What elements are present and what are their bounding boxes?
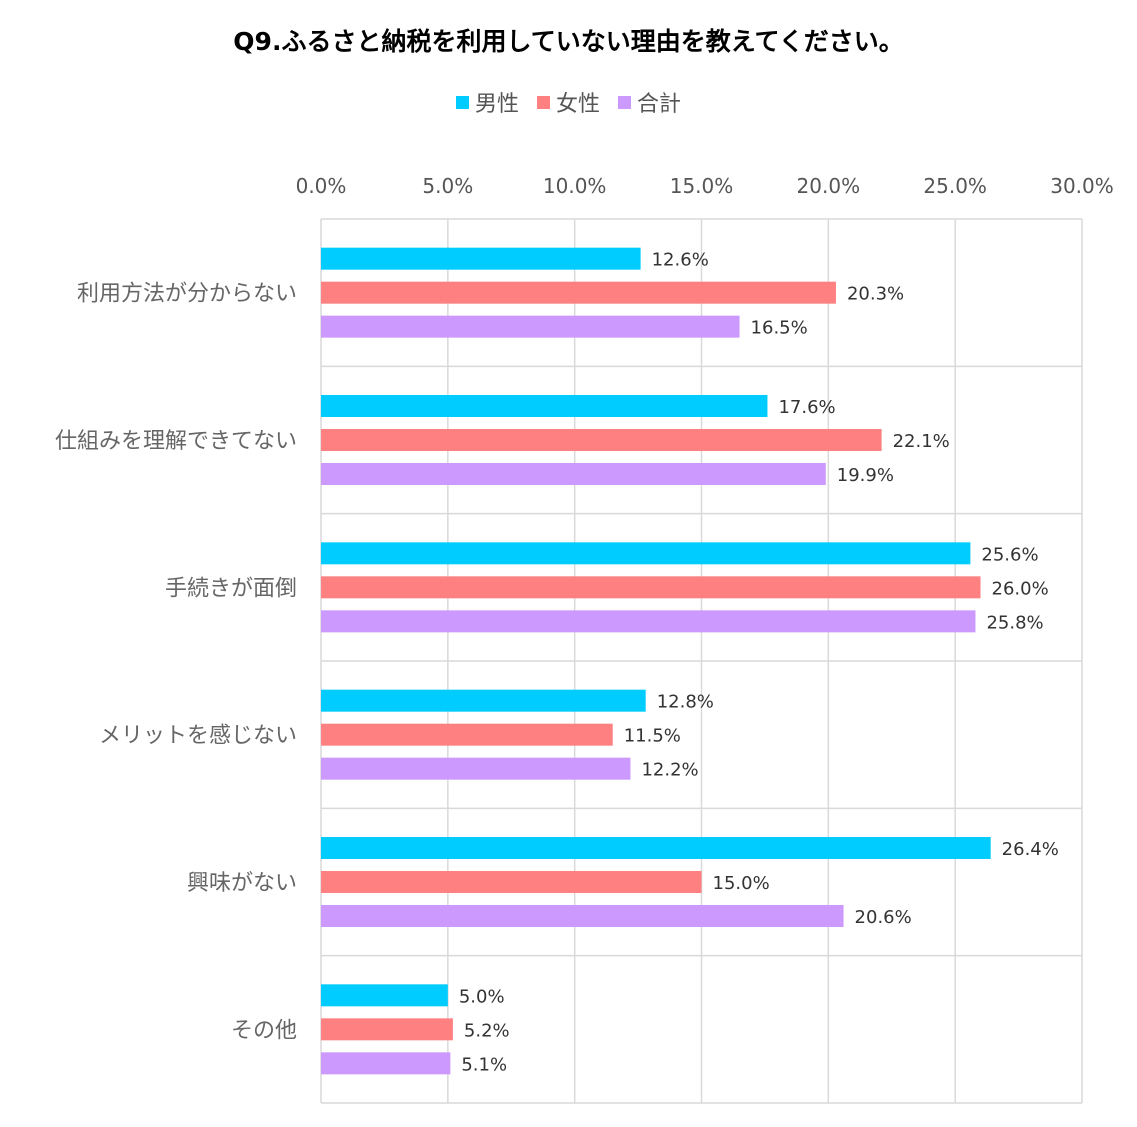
bar: [321, 610, 976, 633]
bar: [321, 429, 882, 451]
legend-label: 女性: [555, 92, 600, 117]
legend-label: 合計: [637, 92, 682, 117]
chart-title: Q9.ふるさと納税を利用していない理由を教えてください。: [233, 27, 904, 56]
bar: [321, 281, 836, 304]
bar: [321, 395, 768, 417]
data-label: 5.1%: [461, 1054, 507, 1075]
bar: [321, 463, 826, 485]
data-label: 17.6%: [778, 397, 835, 418]
data-label: 16.5%: [751, 318, 808, 339]
data-label: 11.5%: [624, 726, 681, 747]
bar: [321, 871, 702, 893]
category-label: 仕組みを理解できてない: [55, 429, 297, 454]
bar: [321, 542, 971, 565]
x-tick-label: 10.0%: [543, 174, 607, 198]
data-label: 5.0%: [459, 986, 505, 1007]
category-label: その他: [231, 1018, 297, 1043]
x-tick-label: 0.0%: [296, 174, 347, 198]
legend: 男性 女性 合計: [0, 86, 1137, 118]
legend-swatch: [536, 95, 550, 109]
data-label: 25.8%: [986, 612, 1043, 633]
legend-swatch: [455, 95, 469, 109]
data-label: 26.4%: [1002, 839, 1059, 860]
x-tick-label: 20.0%: [797, 174, 861, 198]
data-label: 20.3%: [847, 284, 904, 305]
data-label: 12.8%: [657, 692, 714, 713]
legend-label: 男性: [474, 92, 519, 117]
data-label: 22.1%: [893, 431, 950, 452]
data-label: 15.0%: [713, 873, 770, 894]
data-label: 20.6%: [855, 907, 912, 928]
data-label: 5.2%: [464, 1020, 510, 1041]
category-label: 利用方法が分からない: [77, 282, 297, 307]
legend-swatch: [618, 95, 631, 109]
legend-item: 男性: [455, 86, 519, 118]
legend-item: 女性: [536, 86, 600, 118]
bar: [321, 689, 646, 712]
x-tick-label: 30.0%: [1050, 174, 1114, 198]
bar: [321, 1052, 451, 1075]
bar: [321, 576, 981, 599]
data-label: 19.9%: [837, 465, 894, 486]
category-label: メリットを感じない: [99, 724, 297, 749]
category-label: 興味がない: [187, 871, 297, 896]
legend-item: 合計: [618, 86, 681, 118]
bar: [321, 723, 613, 746]
bar: [321, 247, 641, 270]
data-label: 26.0%: [992, 578, 1049, 599]
bar: [321, 757, 631, 780]
bar: [321, 905, 844, 927]
data-label: 12.2%: [641, 760, 698, 781]
x-tick-label: 25.0%: [923, 174, 987, 198]
bar: [321, 984, 448, 1007]
bar: [321, 1018, 453, 1041]
x-tick-label: 15.0%: [670, 174, 734, 198]
data-label: 12.6%: [652, 250, 709, 271]
category-label: 手続きが面倒: [165, 576, 297, 601]
data-label: 25.6%: [981, 544, 1038, 565]
bar: [321, 315, 740, 338]
bar: [321, 837, 991, 859]
x-tick-label: 5.0%: [422, 174, 473, 198]
